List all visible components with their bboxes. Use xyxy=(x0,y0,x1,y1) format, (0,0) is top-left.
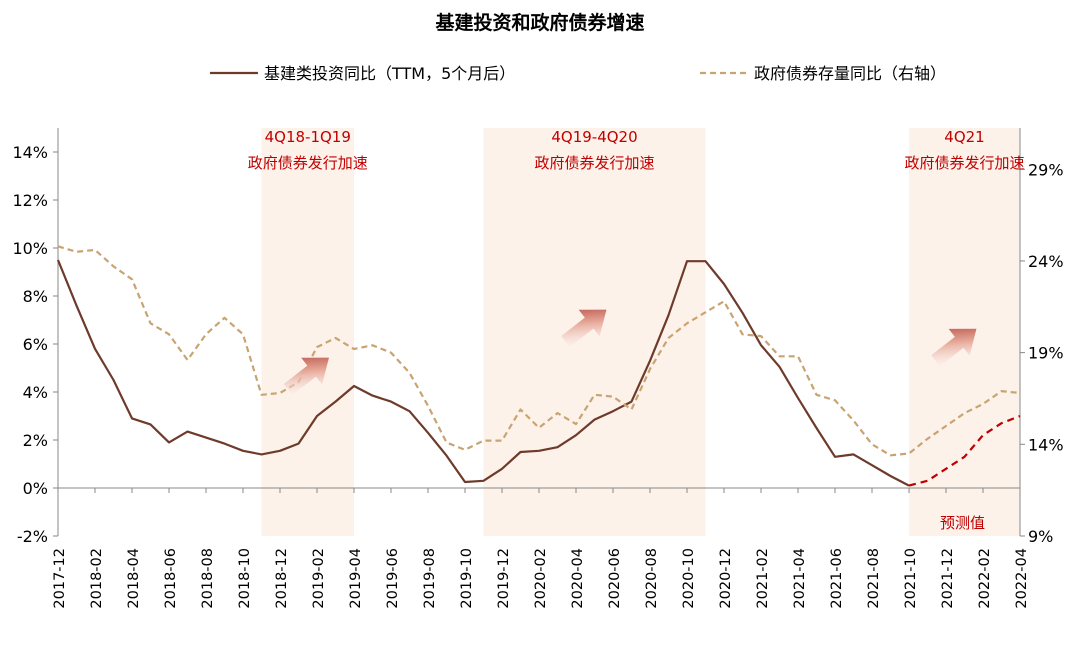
x-tick-label: 2017-12 xyxy=(52,548,68,609)
chart-title: 基建投资和政府债券增速 xyxy=(434,11,644,34)
series-line-1 xyxy=(56,259,910,487)
right-y-tick-label: 14% xyxy=(1028,435,1064,454)
period-title-2: 4Q19-4Q20 xyxy=(551,128,637,146)
x-tick-label: 2019-04 xyxy=(348,548,364,609)
x-tick-label: 2021-06 xyxy=(829,548,845,609)
x-tick-label: 2019-10 xyxy=(459,548,475,609)
legend-label-2: 政府债券存量同比（右轴） xyxy=(754,64,946,83)
x-tick-label: 2020-08 xyxy=(644,548,660,609)
period-title-3: 4Q21 xyxy=(944,128,984,146)
x-tick-label: 2020-02 xyxy=(533,548,549,609)
x-tick-label: 2020-10 xyxy=(681,548,697,609)
x-tick-label: 2019-02 xyxy=(311,548,327,609)
x-tick-label: 2018-12 xyxy=(274,548,290,609)
x-tick-label: 2018-02 xyxy=(89,548,105,609)
x-tick-label: 2018-06 xyxy=(163,548,179,609)
left-y-tick-label: 0% xyxy=(23,479,48,498)
x-tick-label: 2021-04 xyxy=(792,548,808,609)
left-y-tick-label: 14% xyxy=(12,143,48,162)
right-y-tick-label: 9% xyxy=(1028,527,1053,546)
left-y-tick-label: 6% xyxy=(23,335,48,354)
x-tick-label: 2019-12 xyxy=(496,548,512,609)
left-y-tick-label: 12% xyxy=(12,191,48,210)
left-y-tick-label: -2% xyxy=(17,527,48,546)
x-tick-label: 2020-06 xyxy=(607,548,623,609)
right-y-tick-label: 24% xyxy=(1028,252,1064,271)
x-tick-label: 2022-04 xyxy=(1014,548,1030,609)
right-y-tick-label: 29% xyxy=(1028,160,1064,179)
period-subtitle-2: 政府债券发行加速 xyxy=(534,154,654,172)
period-subtitle-1: 政府债券发行加速 xyxy=(248,154,368,172)
left-y-tick-label: 4% xyxy=(23,383,48,402)
x-tick-label: 2021-10 xyxy=(903,548,919,609)
series-line-2 xyxy=(908,414,1021,487)
shaded-period-2 xyxy=(483,128,706,536)
x-tick-label: 2021-12 xyxy=(940,548,956,609)
trend-arrow-shape-2 xyxy=(561,309,607,348)
left-y-tick-label: 10% xyxy=(12,239,48,258)
trend-arrow-icon-3 xyxy=(931,328,977,367)
left-y-tick-label: 8% xyxy=(23,287,48,306)
x-tick-label: 2019-08 xyxy=(422,548,438,609)
trend-arrow-icon-2 xyxy=(561,309,607,348)
x-tick-label: 2019-06 xyxy=(385,548,401,609)
x-tick-label: 2018-08 xyxy=(200,548,216,609)
x-tick-label: 2021-08 xyxy=(866,548,882,609)
x-tick-label: 2022-02 xyxy=(977,548,993,609)
x-tick-label: 2020-04 xyxy=(570,548,586,609)
x-tick-label: 2020-12 xyxy=(718,548,734,609)
legend-label-1: 基建类投资同比（TTM，5个月后） xyxy=(264,64,515,83)
x-tick-label: 2018-10 xyxy=(237,548,253,609)
trend-arrow-shape-1 xyxy=(283,357,329,396)
left-y-tick-label: 2% xyxy=(23,431,48,450)
period-title-1: 4Q18-1Q19 xyxy=(265,128,351,146)
series-line-3 xyxy=(57,245,1021,457)
forecast-label: 预测值 xyxy=(940,514,985,532)
trend-arrow-shape-3 xyxy=(931,328,977,367)
trend-arrow-icon-1 xyxy=(283,357,329,396)
shaded-period-1 xyxy=(261,128,354,536)
x-tick-label: 2021-02 xyxy=(755,548,771,609)
x-tick-label: 2018-04 xyxy=(126,548,142,609)
period-subtitle-3: 政府债券发行加速 xyxy=(904,154,1024,172)
right-y-tick-label: 19% xyxy=(1028,344,1064,363)
